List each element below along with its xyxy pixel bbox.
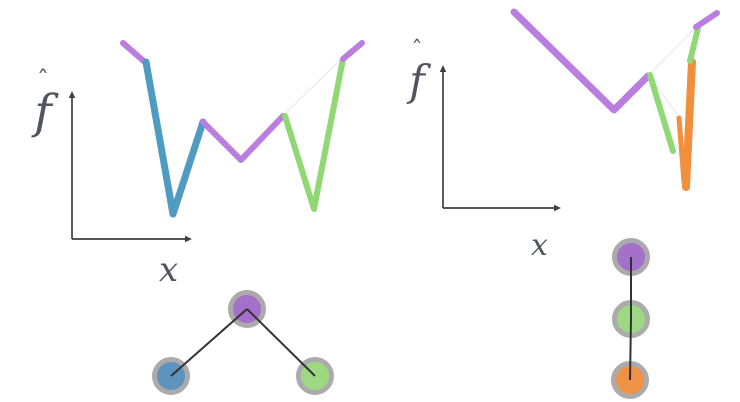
left-plot-edge-purple-green — [246, 308, 316, 377]
right-plot-x-axis-arrowhead — [554, 204, 561, 212]
right-plot-segment-faint — [648, 27, 696, 76]
right-plot-edge-green-orange — [629, 318, 632, 381]
right-plot-y-axis-arrowhead — [439, 65, 447, 72]
right-plot-segment-green — [647, 72, 676, 154]
right-hat-symbol: ˆ — [411, 38, 423, 63]
left-x-axis-label: x — [159, 250, 179, 290]
right-plot-segment-green — [687, 25, 701, 64]
right-plot-segment-purple — [693, 10, 720, 30]
left-plot-x-axis-arrowhead — [185, 235, 192, 243]
left-plot-segment-green — [282, 56, 346, 212]
right-plot-segment-purple — [510, 8, 652, 114]
left-plot-segment-purple — [340, 40, 365, 62]
left-y-axis-label: ˆ f — [20, 66, 66, 140]
right-f-symbol: f — [409, 56, 425, 105]
right-plot-segment-faint — [651, 78, 680, 118]
right-x-axis-label: x — [531, 228, 548, 263]
right-y-axis-label: ˆ f — [394, 38, 440, 105]
right-plot-segment-orange — [682, 58, 696, 191]
left-plot-segment-faint — [284, 57, 343, 115]
left-plot-segment-purple — [200, 113, 286, 163]
left-plot-segment-blue — [142, 58, 207, 218]
left-plot-edge-purple-blue — [170, 308, 248, 377]
left-hat-symbol: ˆ — [37, 66, 49, 94]
left-f-symbol: f — [34, 85, 52, 140]
left-plot-y-axis-arrowhead — [68, 91, 76, 98]
